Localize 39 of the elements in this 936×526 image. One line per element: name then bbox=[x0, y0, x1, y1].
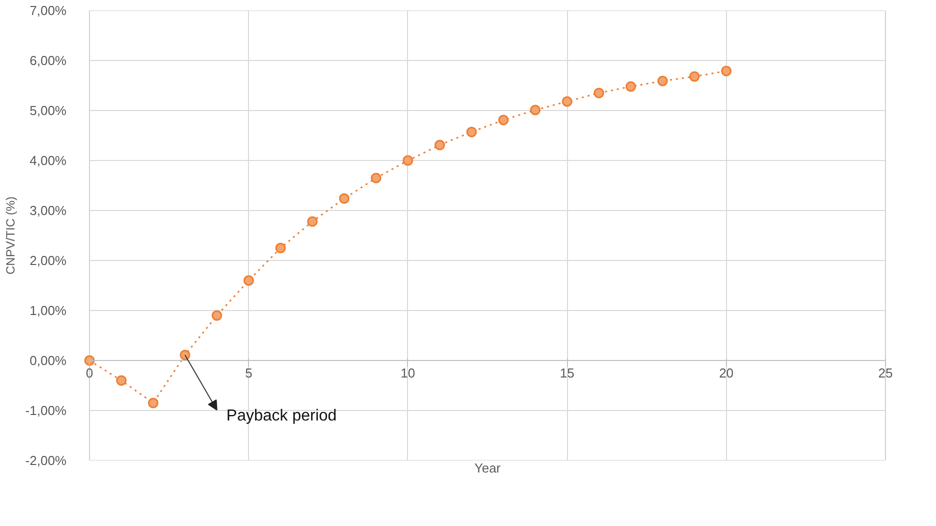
y-tick-label: 6,00% bbox=[30, 53, 67, 68]
annotation: Payback period bbox=[226, 408, 337, 424]
x-tick-label: 20 bbox=[719, 366, 734, 380]
point bbox=[657, 76, 668, 86]
x-tick-label: 5 bbox=[245, 366, 252, 380]
point bbox=[338, 193, 350, 204]
x-tick-label: 10 bbox=[400, 366, 416, 380]
x-tick-label: 25 bbox=[878, 366, 893, 380]
y-tick-label: 4,00% bbox=[30, 153, 67, 168]
point bbox=[243, 275, 254, 286]
point bbox=[212, 310, 222, 321]
y-tick-label: 3,00% bbox=[30, 203, 67, 218]
point bbox=[594, 88, 604, 98]
point bbox=[370, 172, 382, 184]
point bbox=[721, 66, 732, 76]
x-axis-title: Year bbox=[474, 460, 502, 476]
y-tick-label: -2,00% bbox=[25, 453, 67, 468]
point bbox=[562, 96, 572, 107]
y-tick-label: 0,00% bbox=[30, 353, 67, 368]
y-tick-label: 5,00% bbox=[30, 103, 67, 118]
point bbox=[689, 71, 700, 82]
point bbox=[116, 375, 127, 386]
point bbox=[275, 242, 286, 254]
y-tick-label: 2,00% bbox=[30, 253, 67, 268]
y-tick-label: 7,00% bbox=[30, 3, 67, 18]
y-tick-label: -1,00% bbox=[25, 403, 67, 418]
x-tick-label: 15 bbox=[560, 366, 574, 380]
point bbox=[626, 81, 636, 92]
point bbox=[180, 350, 190, 360]
point bbox=[402, 155, 414, 166]
x-tick-label: 0 bbox=[86, 366, 94, 380]
point bbox=[498, 114, 509, 126]
point bbox=[466, 126, 477, 138]
point bbox=[148, 398, 158, 408]
point bbox=[530, 104, 541, 116]
point bbox=[307, 216, 318, 227]
point bbox=[434, 140, 445, 150]
y-tick-label: 1,00% bbox=[30, 303, 67, 318]
y-axis-title: CNPV/TIC (%) bbox=[3, 196, 18, 274]
